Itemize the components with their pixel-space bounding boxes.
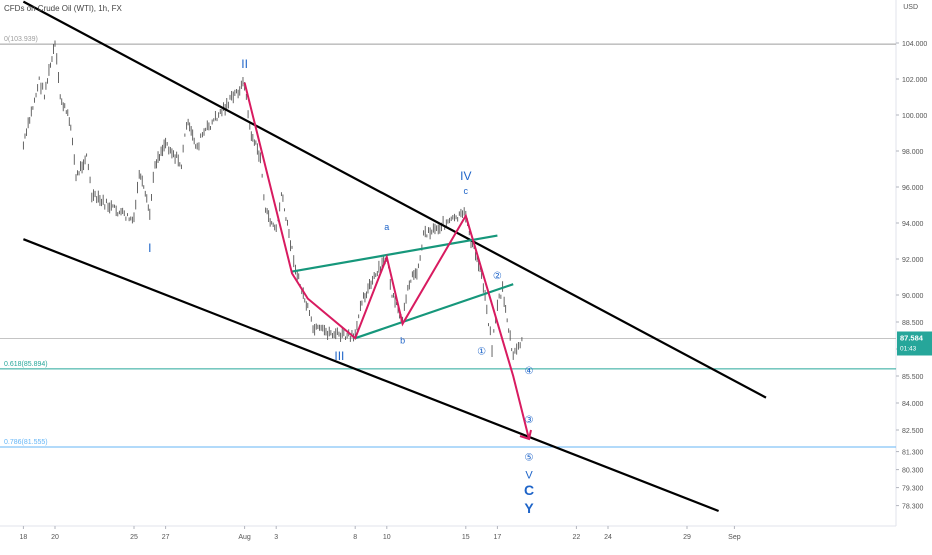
y-tick-label: 92.000 <box>902 257 924 264</box>
channel-lower <box>22 238 720 513</box>
y-tick-label: 81.300 <box>902 450 924 457</box>
wave-label: I <box>148 241 151 255</box>
x-tick-label: 22 <box>573 534 581 541</box>
wave-label: ③ <box>525 415 534 426</box>
x-tick-label: 25 <box>130 534 138 541</box>
y-tick-label: 88.500 <box>902 320 924 327</box>
wave-label: ② <box>493 271 502 282</box>
y-tick-label: 104.000 <box>902 41 927 48</box>
y-tick-label: 98.000 <box>902 149 924 156</box>
wave-label: C <box>524 482 534 498</box>
x-tick-label: Aug <box>238 534 251 541</box>
wave-label: Y <box>524 500 534 516</box>
y-tick-label: 102.000 <box>902 77 927 84</box>
wave-label: ① <box>477 346 486 357</box>
triangle-lower <box>354 283 514 340</box>
wave-label: ④ <box>525 366 534 377</box>
wave-label: b <box>400 336 405 346</box>
fib-level-label: 0(103.939) <box>4 36 38 43</box>
x-tick-label: 24 <box>604 534 612 541</box>
y-tick-label: 96.000 <box>902 185 924 192</box>
symbol-title: CFDs on Crude Oil (WTI), 1h, FX <box>4 4 122 13</box>
x-tick-label: 3 <box>274 534 278 541</box>
x-tick-label: 10 <box>383 534 391 541</box>
y-tick-label: 100.000 <box>902 113 927 120</box>
last-price-box <box>897 331 932 356</box>
y-tick-label: 80.300 <box>902 468 924 475</box>
x-tick-label: 20 <box>51 534 59 541</box>
candles-group <box>22 40 523 360</box>
wave-label: a <box>384 222 389 232</box>
x-tick-label: 18 <box>20 534 28 541</box>
y-tick-label: 90.000 <box>902 293 924 300</box>
wave-label: c <box>464 186 469 196</box>
wave-label: III <box>334 349 344 363</box>
last-price-label: 87.584 <box>900 333 924 342</box>
x-tick-label: Sep <box>728 534 741 541</box>
y-tick-label: 94.000 <box>902 221 924 228</box>
elliott-wave-path <box>243 82 530 440</box>
fib-level-label: 0.786(81.555) <box>4 439 48 446</box>
x-tick-label: 8 <box>353 534 357 541</box>
symbol-legend: CFDs on Crude Oil (WTI), 1h, FX <box>4 4 122 13</box>
x-tick-label: 17 <box>494 534 502 541</box>
x-tick-label: 27 <box>162 534 170 541</box>
x-tick-label: 29 <box>683 534 691 541</box>
wave-label: ⑤ <box>525 453 534 464</box>
bar-countdown-label: 01:43 <box>900 345 917 352</box>
y-tick-label: 79.300 <box>902 486 924 493</box>
wave-arrowhead <box>519 429 532 441</box>
y-tick-label: 78.300 <box>902 504 924 511</box>
y-tick-label: 85.500 <box>902 374 924 381</box>
fib-level-label: 0.618(85.894) <box>4 361 48 368</box>
wave-label: V <box>525 470 533 482</box>
currency-label: USD <box>903 4 918 11</box>
y-tick-label: 82.500 <box>902 428 924 435</box>
wave-label: IV <box>460 169 471 183</box>
wave-label: II <box>241 57 248 71</box>
y-tick-label: 84.000 <box>902 401 924 408</box>
triangle-upper <box>291 234 498 273</box>
channel-upper <box>22 0 767 399</box>
x-tick-label: 15 <box>462 534 470 541</box>
